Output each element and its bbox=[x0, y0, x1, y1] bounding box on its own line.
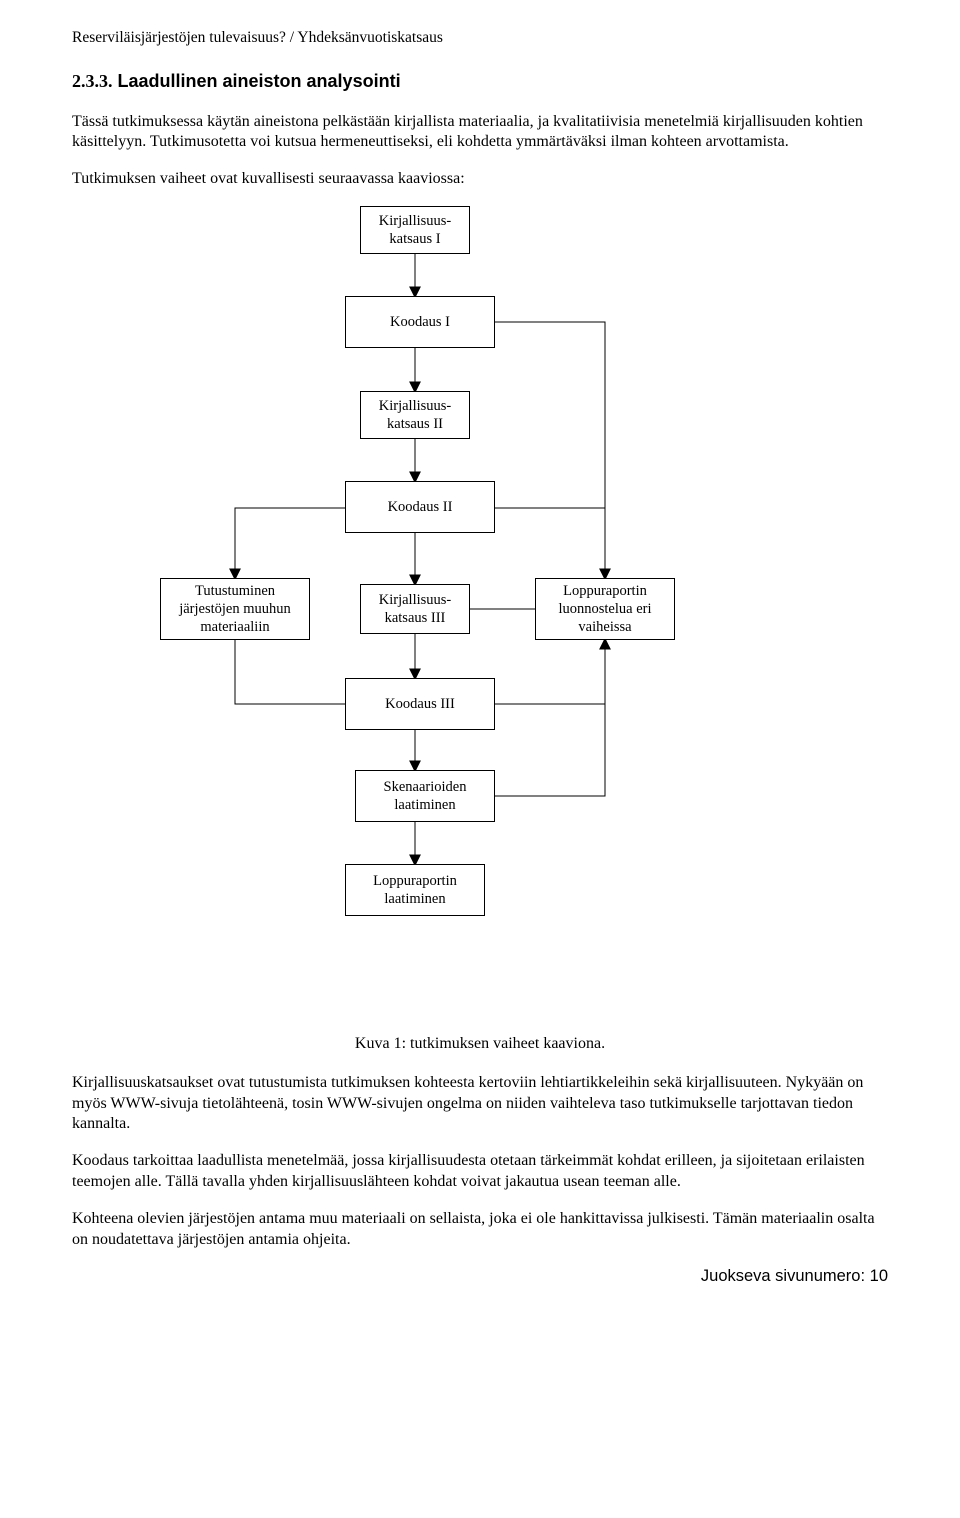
flow-node-kk3: Kirjallisuus-katsaus III bbox=[360, 584, 470, 634]
flowchart-diagram: Kirjallisuus-katsaus I Koodaus I Kirjallis… bbox=[130, 206, 830, 1026]
paragraph-3: Kirjallisuuskatsaukset ovat tutustumista… bbox=[72, 1073, 888, 1135]
running-header: Reserviläisjärjestöjen tulevaisuus? / Yh… bbox=[72, 28, 888, 48]
flow-node-tut: Tutustuminen järjestöjen muuhun materiaa… bbox=[160, 578, 310, 640]
flow-node-kd3: Koodaus III bbox=[345, 678, 495, 730]
flow-node-kk2: Kirjallisuus-katsaus II bbox=[360, 391, 470, 439]
flow-node-kd1: Koodaus I bbox=[345, 296, 495, 348]
paragraph-intro-1: Tässä tutkimuksessa käytän aineistona pe… bbox=[72, 112, 888, 154]
paragraph-4: Koodaus tarkoittaa laadullista menetelmä… bbox=[72, 1151, 888, 1193]
section-number: 2.3.3. bbox=[72, 71, 113, 91]
flow-node-kd2: Koodaus II bbox=[345, 481, 495, 533]
flow-node-kk1: Kirjallisuus-katsaus I bbox=[360, 206, 470, 254]
page-footer: Juokseva sivunumero: 10 bbox=[72, 1266, 888, 1287]
section-heading: 2.3.3. Laadullinen aineiston analysointi bbox=[72, 70, 888, 93]
figure-caption: Kuva 1: tutkimuksen vaiheet kaaviona. bbox=[72, 1034, 888, 1055]
paragraph-5: Kohteena olevien järjestöjen antama muu … bbox=[72, 1209, 888, 1251]
paragraph-intro-2: Tutkimuksen vaiheet ovat kuvallisesti se… bbox=[72, 169, 888, 190]
flow-node-lop1: Loppuraportin luonnostelua eri vaiheissa bbox=[535, 578, 675, 640]
flow-node-lop2: Loppuraportin laatiminen bbox=[345, 864, 485, 916]
section-title: Laadullinen aineiston analysointi bbox=[118, 71, 401, 91]
flow-node-sken: Skenaarioiden laatiminen bbox=[355, 770, 495, 822]
